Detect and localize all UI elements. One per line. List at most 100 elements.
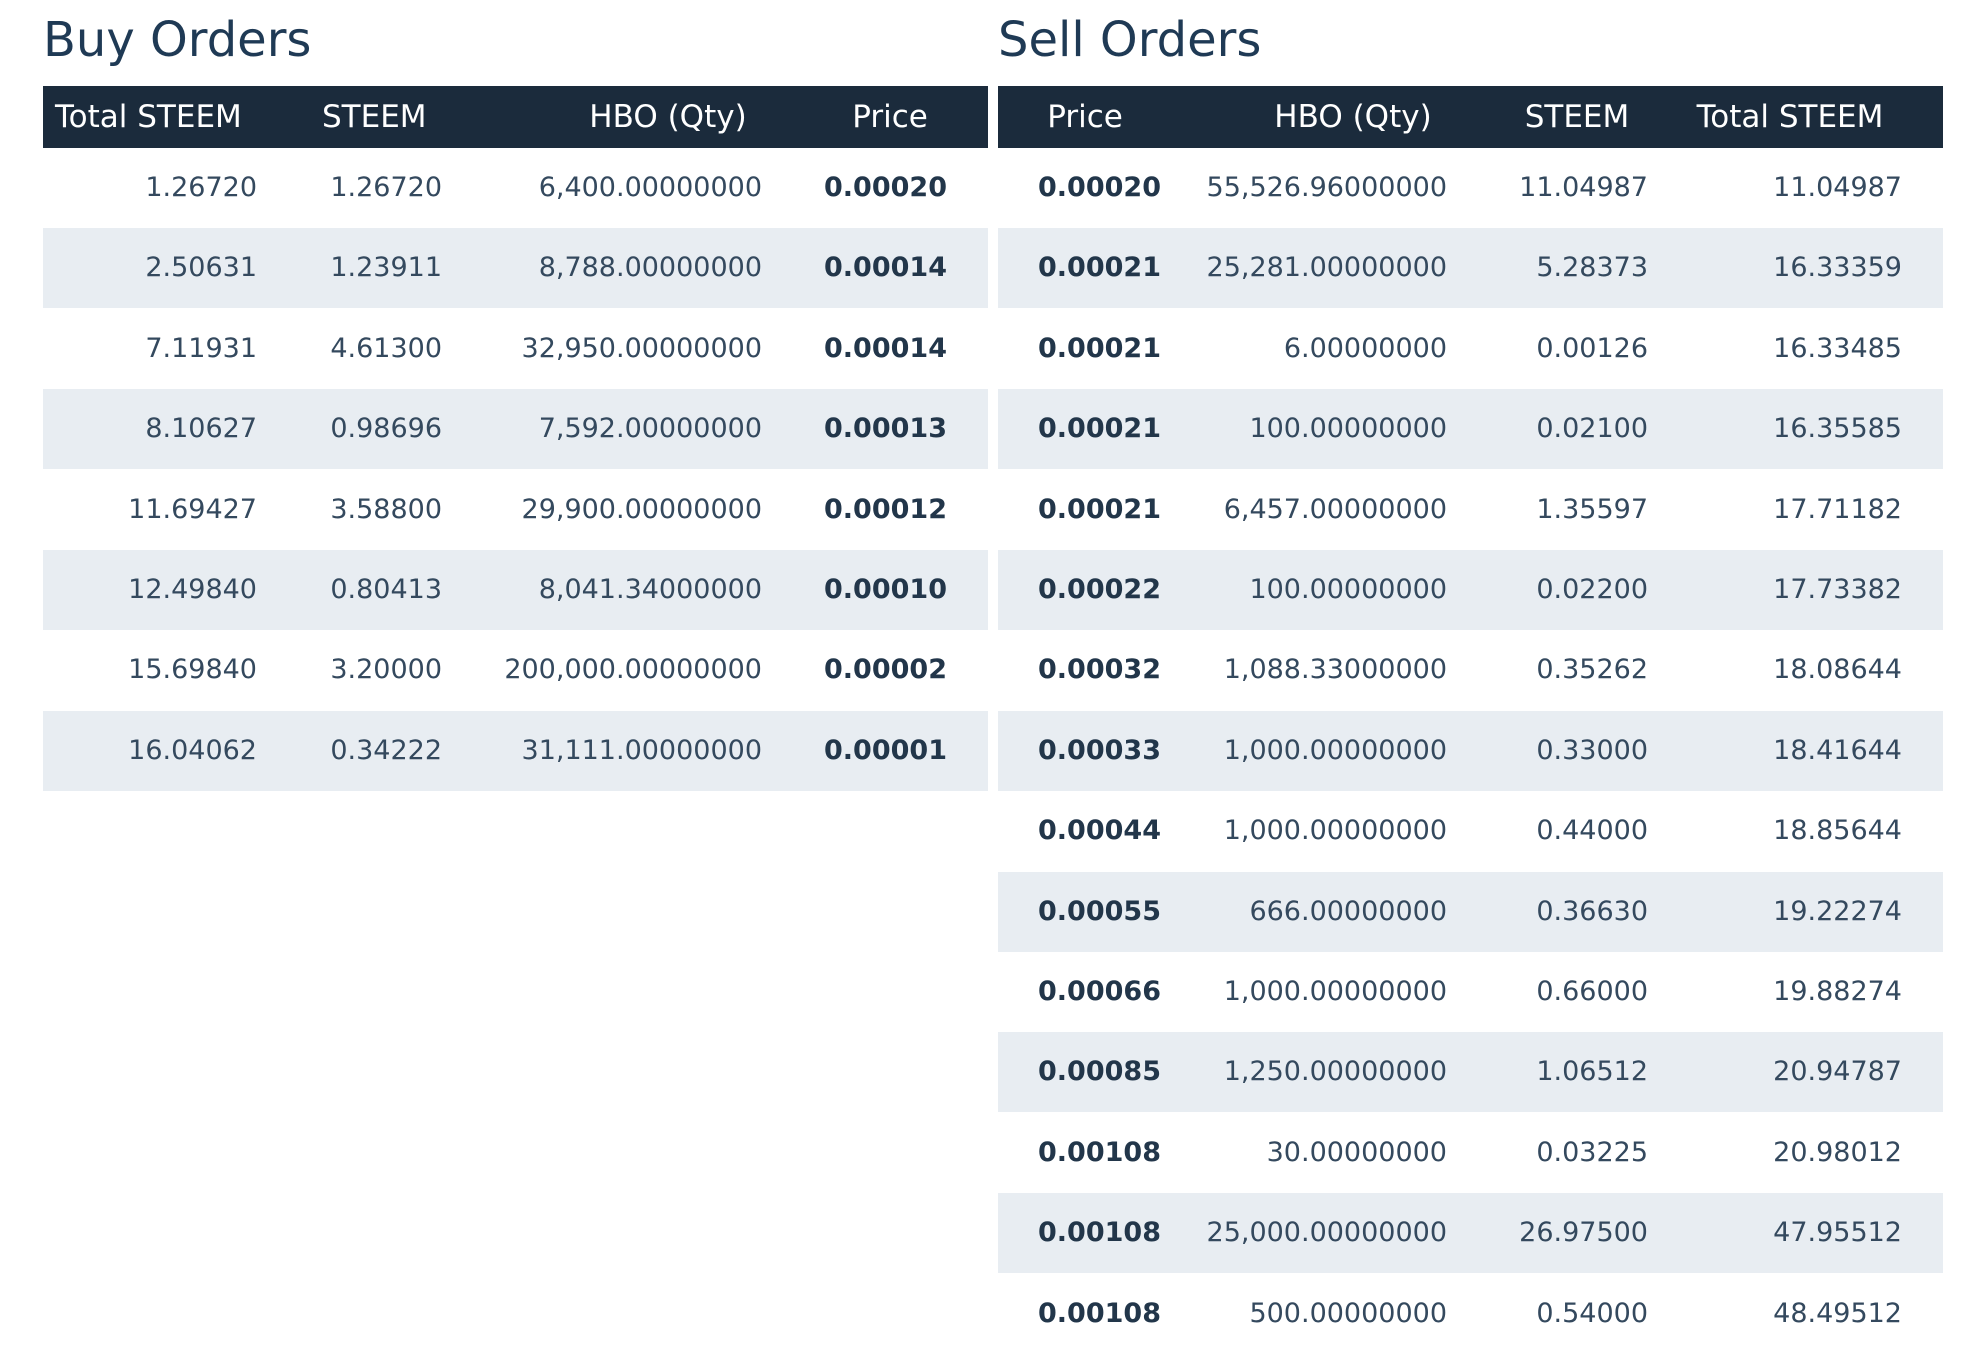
cell: 1.06512 [1536, 1056, 1648, 1088]
cell: 18.85644 [1773, 815, 1902, 847]
cell: 0.02100 [1536, 413, 1648, 445]
cell: 3.20000 [330, 654, 442, 686]
cell: 1,000.00000000 [1223, 734, 1447, 766]
cell: 20.98012 [1773, 1136, 1902, 1168]
cell: 1,250.00000000 [1223, 1056, 1447, 1088]
cell: 0.80413 [330, 574, 442, 605]
row-stripe [998, 1032, 1943, 1113]
row-stripe [998, 1193, 1943, 1274]
row-stripe [43, 550, 988, 630]
cell: 17.71182 [1773, 493, 1902, 525]
cell: 11.04987 [1773, 172, 1902, 203]
cell: 29,900.00000000 [521, 493, 762, 525]
cell: 0.03225 [1536, 1136, 1648, 1168]
column-header: Total STEEM [1696, 99, 1884, 135]
cell: 0.00066 [1038, 976, 1161, 1007]
cell: 0.54000 [1536, 1297, 1648, 1329]
cell: 0.00033 [1038, 734, 1161, 766]
cell: 200,000.00000000 [504, 654, 762, 686]
row-stripe [998, 550, 1943, 630]
cell: 0.36630 [1536, 895, 1648, 927]
cell: 16.33359 [1773, 252, 1902, 284]
cell: 0.00021 [1038, 332, 1161, 364]
cell: 3.58800 [330, 493, 442, 525]
row-stripe [43, 389, 988, 470]
cell: 15.69840 [128, 654, 257, 686]
cell: 26.97500 [1519, 1217, 1648, 1249]
cell: 11.69427 [128, 493, 257, 525]
cell: 47.95512 [1773, 1217, 1902, 1249]
column-header: HBO (Qty) [1274, 99, 1432, 135]
row-stripe [43, 228, 988, 309]
cell: 0.00020 [1038, 172, 1161, 203]
table-title: Buy Orders [43, 12, 312, 68]
cell: 0.44000 [1536, 815, 1648, 847]
row-stripe [998, 389, 1943, 470]
cell: 18.41644 [1773, 734, 1902, 766]
cell: 0.33000 [1536, 734, 1648, 766]
cell: 0.00022 [1038, 574, 1161, 605]
cell: 1.26720 [145, 172, 257, 203]
cell: 0.00108 [1038, 1136, 1161, 1168]
cell: 6.00000000 [1283, 332, 1447, 364]
cell: 1.35597 [1536, 493, 1648, 525]
cell: 1,088.33000000 [1223, 654, 1447, 686]
cell: 0.00010 [824, 574, 947, 605]
cell: 5.28373 [1536, 252, 1648, 284]
cell: 16.04062 [128, 734, 257, 766]
cell: 0.00021 [1038, 413, 1161, 445]
cell: 2.50631 [145, 252, 257, 284]
column-header: STEEM [322, 99, 427, 135]
cell: 0.02200 [1536, 574, 1648, 605]
cell: 25,000.00000000 [1206, 1217, 1447, 1249]
cell: 6,400.00000000 [538, 172, 762, 203]
header-bar [43, 86, 988, 148]
column-header: Price [1047, 99, 1123, 135]
cell: 8.10627 [145, 413, 257, 445]
row-stripe [43, 710, 988, 791]
column-header: STEEM [1524, 99, 1630, 135]
cell: 4.61300 [330, 332, 442, 364]
cell: 12.49840 [128, 574, 257, 605]
cell: 0.00013 [824, 413, 947, 445]
table-title: Sell Orders [998, 12, 1262, 68]
cell: 20.94787 [1773, 1056, 1902, 1088]
cell: 25,281.00000000 [1206, 252, 1447, 284]
cell: 0.00001 [824, 734, 947, 766]
cell: 1,000.00000000 [1223, 976, 1447, 1007]
cell: 16.35585 [1773, 413, 1902, 445]
cell: 0.66000 [1536, 976, 1648, 1007]
column-header: HBO (Qty) [589, 99, 747, 135]
cell: 0.00085 [1038, 1056, 1161, 1088]
cell: 0.00012 [824, 493, 947, 525]
cell: 0.35262 [1536, 654, 1648, 686]
cell: 500.00000000 [1249, 1297, 1447, 1329]
column-header: Price [852, 99, 928, 135]
cell: 31,111.00000000 [521, 734, 762, 766]
row-stripe [998, 710, 1943, 791]
cell: 0.00014 [824, 332, 947, 364]
cell: 17.73382 [1773, 574, 1902, 605]
cell: 19.22274 [1773, 895, 1902, 927]
row-stripe [998, 228, 1943, 309]
cell: 55,526.96000000 [1206, 172, 1447, 203]
cell: 18.08644 [1773, 654, 1902, 686]
cell: 32,950.00000000 [521, 332, 762, 364]
cell: 8,788.00000000 [538, 252, 762, 284]
row-stripe [998, 871, 1943, 952]
cell: 0.00044 [1038, 815, 1161, 847]
cell: 0.00126 [1536, 332, 1648, 364]
cell: 0.00032 [1038, 654, 1161, 686]
cell: 0.00055 [1038, 895, 1161, 927]
cell: 30.00000000 [1266, 1136, 1447, 1168]
cell: 0.00021 [1038, 252, 1161, 284]
cell: 0.00014 [824, 252, 947, 284]
cell: 0.00108 [1038, 1297, 1161, 1329]
cell: 0.00108 [1038, 1217, 1161, 1249]
cell: 0.98696 [330, 413, 442, 445]
cell: 6,457.00000000 [1223, 493, 1447, 525]
cell: 48.49512 [1773, 1297, 1902, 1329]
cell: 16.33485 [1773, 332, 1902, 364]
cell: 1.26720 [330, 172, 442, 203]
